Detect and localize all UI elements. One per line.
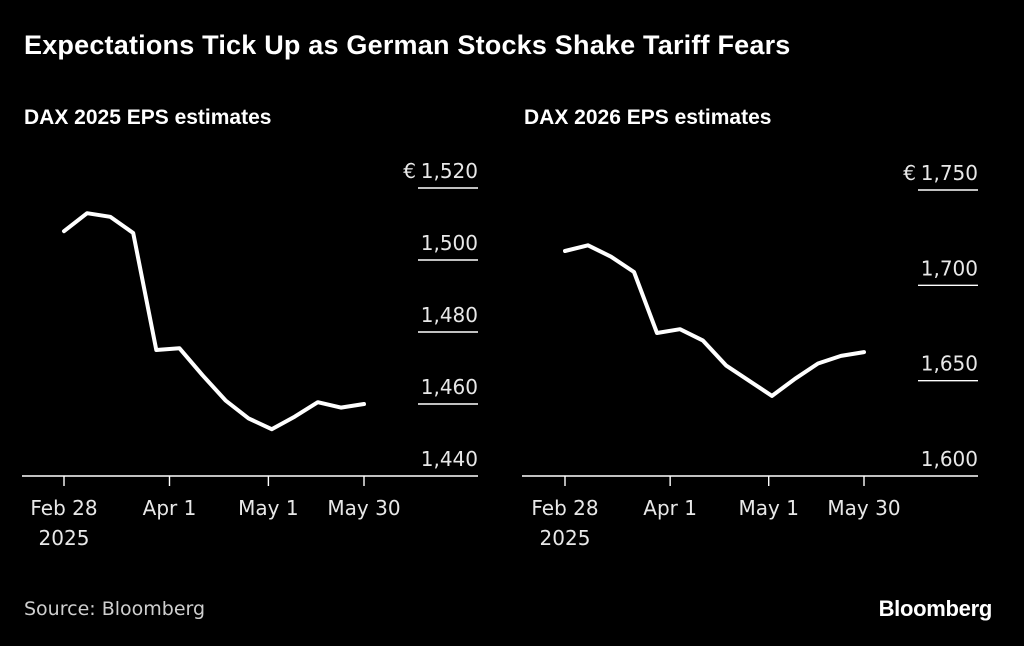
chart-1-x-tick-label: Feb 28 bbox=[30, 496, 97, 520]
chart-1-y-tick-label: 1,520 bbox=[421, 159, 478, 183]
chart-1-y-tick-label: 1,480 bbox=[421, 303, 478, 327]
bloomberg-logo: Bloomberg bbox=[878, 596, 993, 621]
chart-2-x-tick-label: Apr 1 bbox=[643, 496, 697, 520]
chart-1-x-tick-sublabel: 2025 bbox=[39, 526, 90, 550]
chart-2-x-tick-label: May 30 bbox=[827, 496, 900, 520]
chart-1-x-tick-label: May 1 bbox=[238, 496, 298, 520]
chart-main-title: Expectations Tick Up as German Stocks Sh… bbox=[24, 30, 791, 60]
chart-1-y-tick-label: 1,460 bbox=[421, 375, 478, 399]
chart-1-y-tick-label: 1,440 bbox=[421, 447, 478, 471]
chart-2-x-tick-sublabel: 2025 bbox=[540, 526, 591, 550]
chart-2-y-tick-label: 1,700 bbox=[921, 256, 978, 280]
chart-1-series-line-1 bbox=[62, 211, 366, 432]
chart-1-x-tick-label: Apr 1 bbox=[143, 496, 197, 520]
chart-2-y-tick-label: 1,650 bbox=[921, 352, 978, 376]
chart-1-y-tick-label: 1,500 bbox=[421, 231, 478, 255]
source-note: Source: Bloomberg bbox=[24, 598, 206, 620]
chart-1-x-tick-label: May 30 bbox=[327, 496, 400, 520]
chart-2-currency-symbol: € bbox=[903, 161, 916, 185]
chart-2-x-tick-label: May 1 bbox=[738, 496, 798, 520]
chart-2-y-tick-label: 1,750 bbox=[921, 161, 978, 185]
chart-2-y-tick-label: 1,600 bbox=[921, 447, 978, 471]
chart-2-series-line-1 bbox=[563, 243, 866, 398]
chart-2-title: DAX 2026 EPS estimates bbox=[524, 106, 772, 129]
chart-2-x-tick-label: Feb 28 bbox=[531, 496, 598, 520]
chart-1-currency-symbol: € bbox=[403, 159, 416, 183]
chart-1-title: DAX 2025 EPS estimates bbox=[24, 106, 272, 129]
